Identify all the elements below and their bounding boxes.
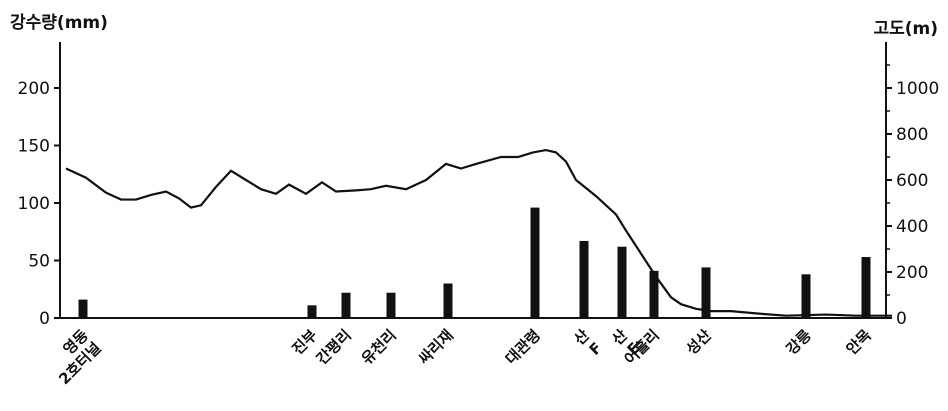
left-axis-title: 강수량(mm) [10,13,108,33]
altitude-line [65,148,892,317]
precipitation-bar [443,283,453,318]
category-label: 대관령 [502,326,544,368]
left-tick-label: 150 [18,137,50,157]
precipitation-bar [341,292,351,318]
category-label: 싸리재 [415,326,457,368]
category-label: 성산 [683,326,715,358]
precipitation-bar [78,299,88,318]
precipitation-bar [307,305,317,318]
left-tick-label: 50 [28,252,50,272]
category-label: 산F [570,326,605,361]
category-label: 유천리 [358,326,400,368]
precipitation-bar [617,246,627,318]
category-label: 영동2호터널 [42,326,104,388]
left-tick-label: 200 [18,79,50,99]
left-tick-label: 100 [18,194,50,214]
precipitation-bar [701,267,711,318]
precipitation-bar [530,207,540,318]
precipitation-bar [386,292,396,318]
right-tick-label: 0 [896,309,907,329]
precipitation-bar [861,257,871,318]
right-tick-label: 200 [896,263,928,283]
right-tick-label: 400 [896,217,928,237]
left-tick-label: 0 [39,309,50,329]
category-label: 안목 [843,326,875,358]
precipitation-bar [801,274,811,318]
category-label: 간평리 [313,326,355,368]
category-label: 강릉 [783,326,815,358]
right-tick-label: 1000 [896,79,939,99]
right-tick-label: 600 [896,171,928,191]
precipitation-bar [579,240,589,318]
right-axis-title: 고도(m) [873,19,938,39]
precipitation-bar [649,270,659,318]
right-tick-label: 800 [896,125,928,145]
